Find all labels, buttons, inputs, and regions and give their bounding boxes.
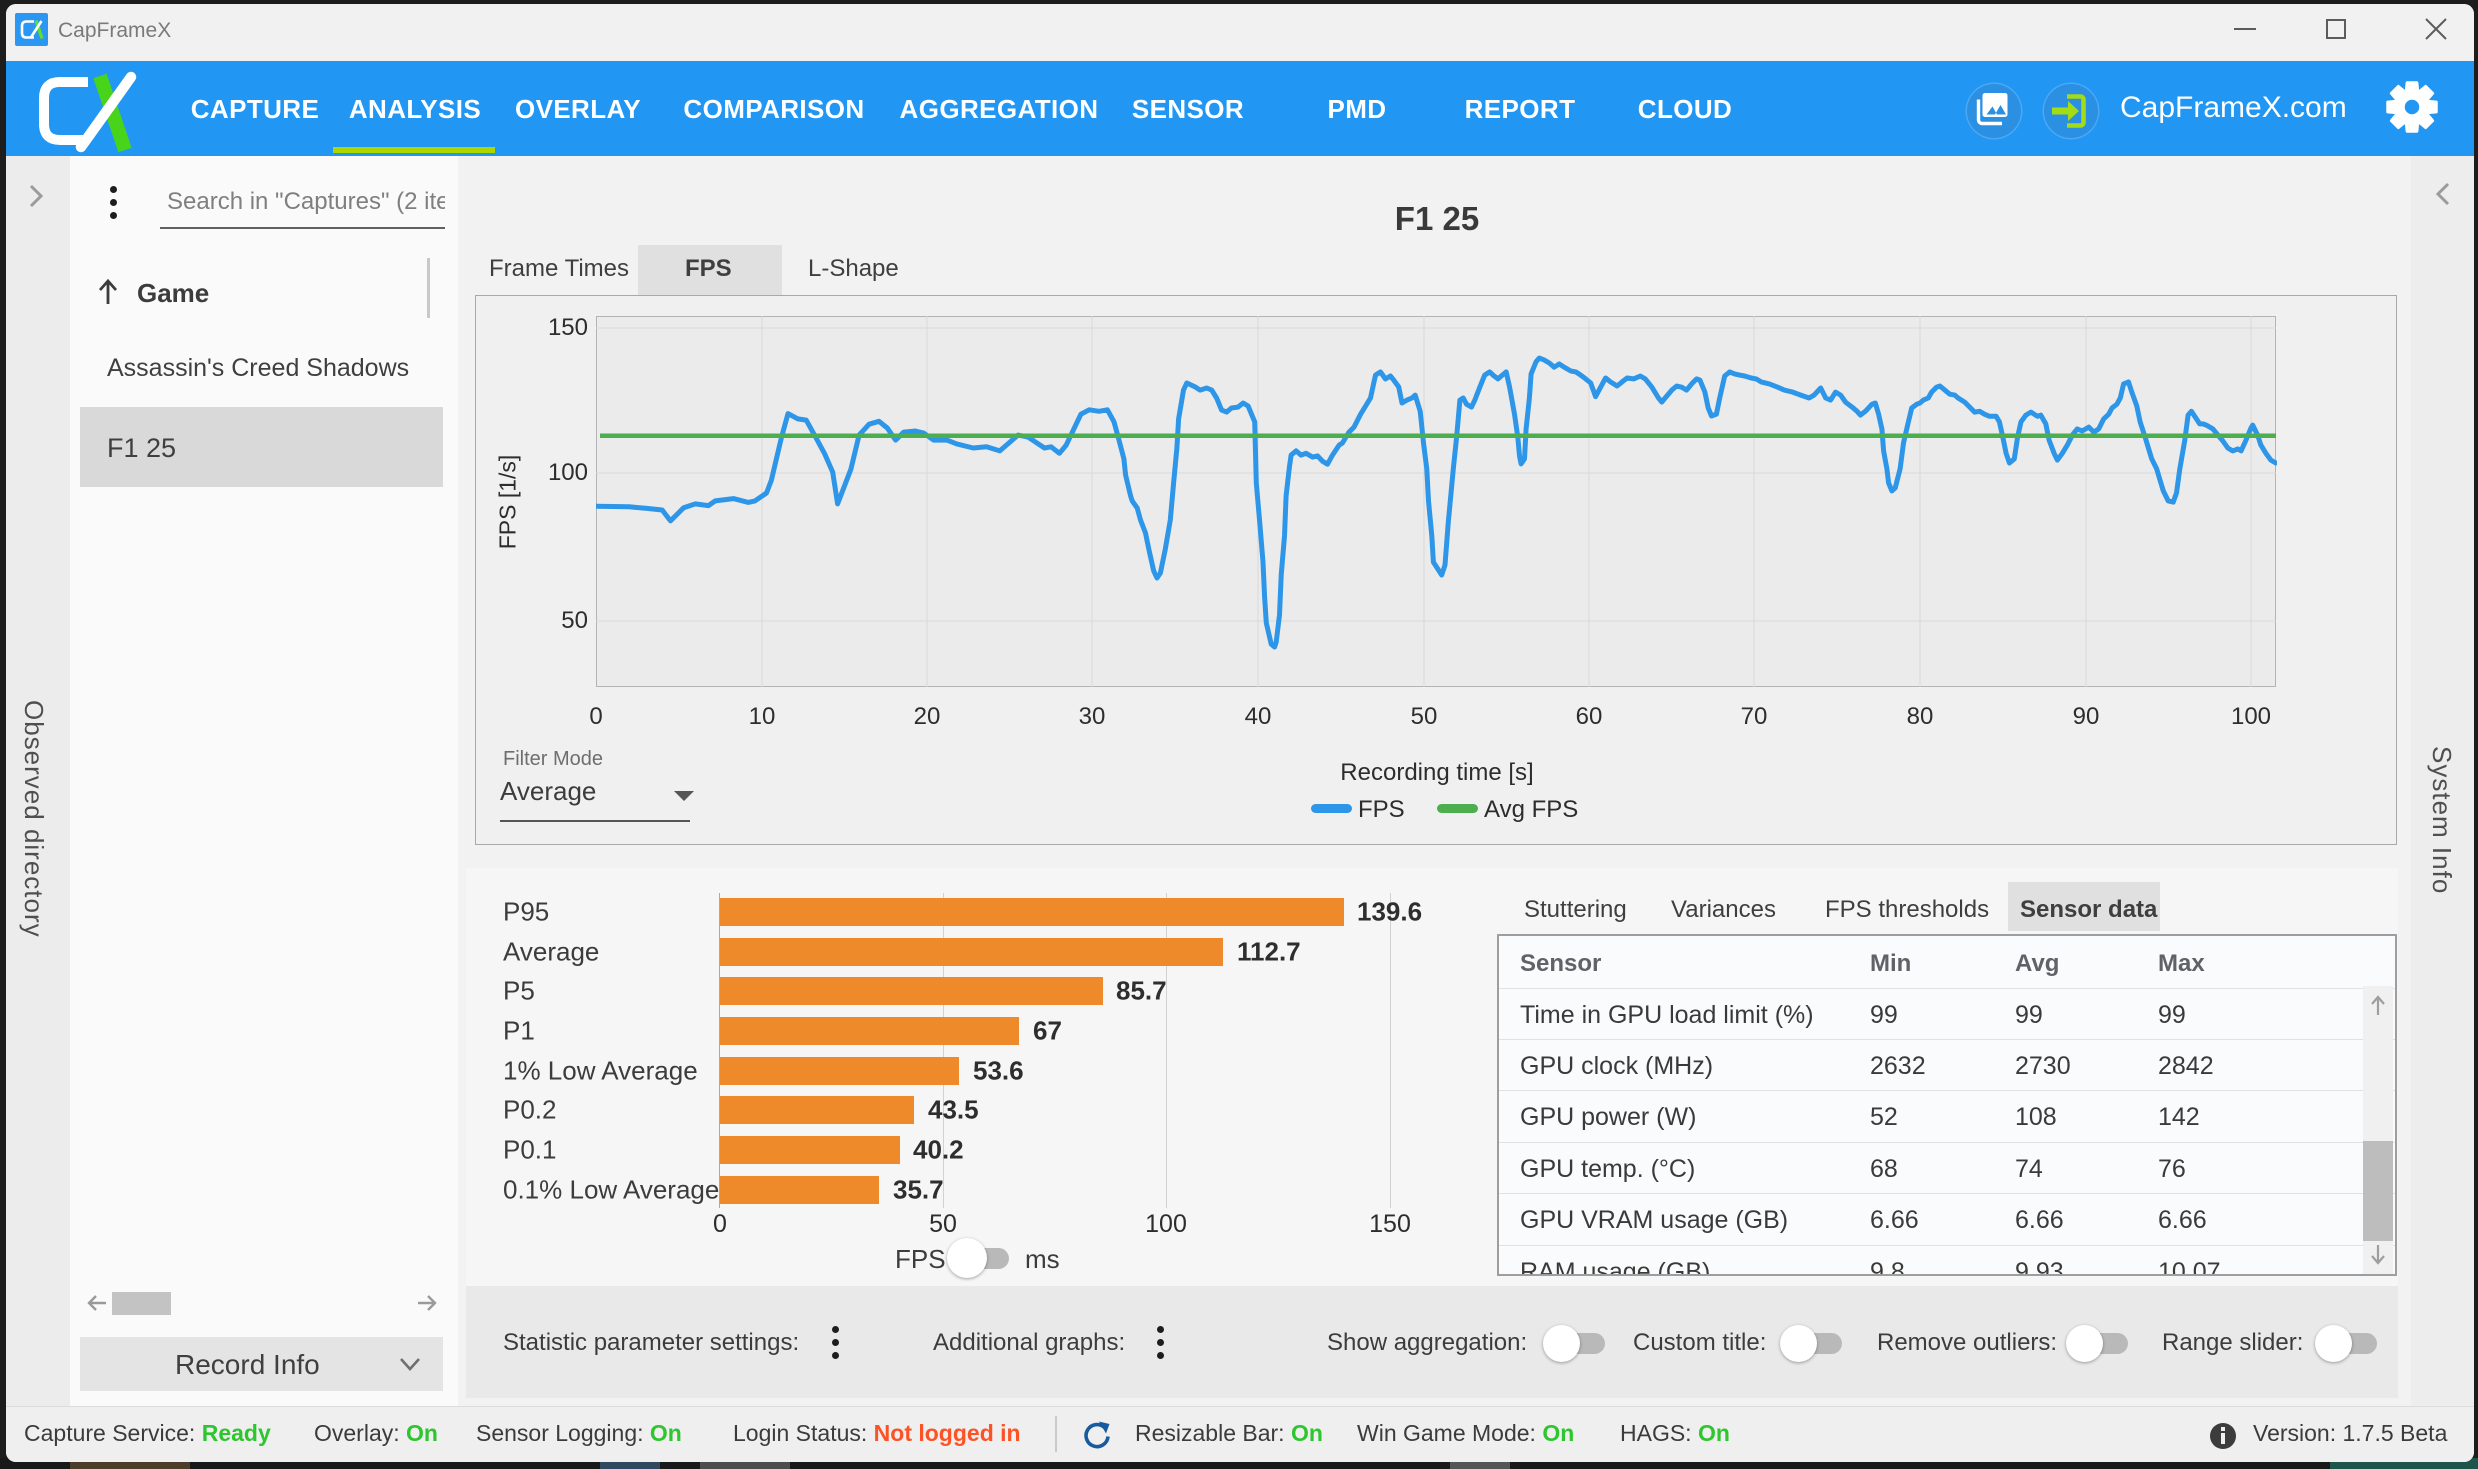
svg-text:Avg FPS: Avg FPS <box>1484 796 1578 823</box>
svg-text:FPS: FPS <box>1358 796 1405 823</box>
